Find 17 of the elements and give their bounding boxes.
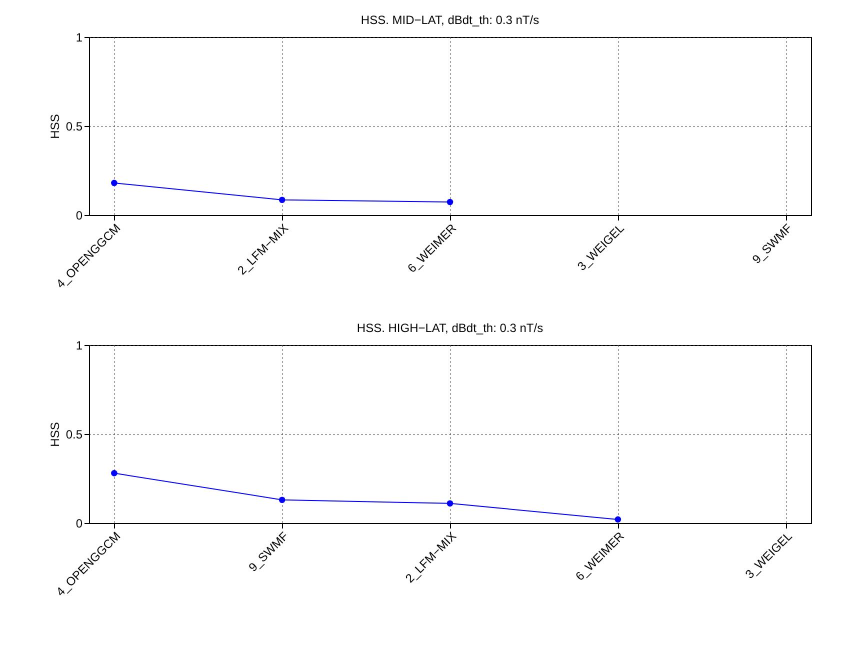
- y-tick-label: 0: [76, 208, 83, 222]
- point: [278, 196, 286, 204]
- point: [278, 496, 286, 504]
- point: [111, 470, 118, 476]
- y-axis-title: HSS: [48, 114, 62, 139]
- y-tick-label: 0.5: [66, 428, 83, 442]
- y-tick-label: 1: [76, 338, 83, 352]
- point: [446, 198, 454, 206]
- point: [446, 500, 454, 507]
- chart-title: HSS. HIGH−LAT, dBdt_th: 0.3 nT/s: [356, 321, 544, 335]
- y-axis-title: HSS: [48, 422, 62, 447]
- chart-title: HSS. MID−LAT, dBdt_th: 0.3 nT/s: [360, 13, 540, 27]
- point: [111, 180, 118, 186]
- point: [614, 516, 622, 523]
- y-tick-label: 0.5: [66, 120, 83, 134]
- y-tick-label: 0: [76, 516, 83, 530]
- y-tick-label: 1: [76, 30, 83, 44]
